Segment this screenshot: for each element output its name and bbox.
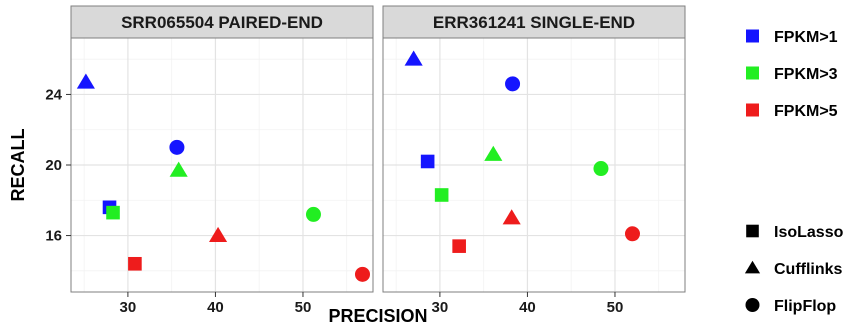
legend: FPKM>1 FPKM>3 FPKM>5 IsoLasso Cufflinks FlipF…	[744, 29, 844, 315]
legend-item-fpkmgt3: FPKM>3	[746, 66, 838, 83]
data-point-isolasso-fpkmgt5	[452, 239, 466, 253]
x-axis-title: PRECISION	[328, 306, 427, 326]
data-point-flipflop-fpkmgt5	[354, 266, 370, 282]
shape-legend: IsoLasso Cufflinks FlipFlop	[744, 224, 844, 315]
legend-item-cufflinks: Cufflinks	[744, 260, 843, 278]
data-point-isolasso-fpkmgt3	[106, 205, 120, 220]
x-tick-label: 30	[432, 299, 449, 316]
panel-border	[382, 37, 686, 293]
x-tick-label: 40	[207, 299, 224, 316]
triangle-icon	[744, 260, 761, 274]
data-points	[404, 50, 640, 253]
strip-title: SRR065504 PAIRED-END	[121, 13, 323, 32]
x-tick-label: 50	[607, 299, 624, 316]
data-point-flipflop-fpkmgt1	[169, 139, 185, 155]
data-points	[76, 73, 370, 282]
legend-label: Cufflinks	[774, 261, 843, 278]
y-axis-title: RECALL	[8, 129, 28, 202]
axes: 16 20 24 PRECISION RECALL	[8, 86, 428, 326]
legend-swatch	[746, 103, 759, 117]
data-point-cufflinks-fpkmgt5	[502, 209, 521, 225]
data-point-cufflinks-fpkmgt5	[209, 226, 228, 243]
panel-1: SRR065504 PAIRED-END 30 40 50	[70, 5, 374, 316]
x-tick-label: 50	[295, 299, 312, 316]
data-point-isolasso-fpkmgt1	[420, 154, 435, 169]
x-tick-label: 40	[519, 299, 536, 316]
legend-swatch	[746, 29, 759, 43]
data-point-cufflinks-fpkmgt1	[76, 73, 95, 89]
data-point-cufflinks-fpkmgt1	[404, 50, 423, 66]
color-legend: FPKM>1 FPKM>3 FPKM>5	[746, 29, 838, 120]
y-tick-label: 24	[45, 86, 62, 103]
legend-label: FPKM>5	[774, 103, 838, 120]
data-point-flipflop-fpkmgt3	[305, 206, 321, 222]
legend-label: FlipFlop	[774, 298, 836, 315]
panel-2: ERR361241 SINGLE-END 30 40 50	[382, 5, 686, 316]
data-point-flipflop-fpkmgt3	[593, 161, 609, 177]
strip-title: ERR361241 SINGLE-END	[433, 13, 635, 32]
y-axis: 16 20 24	[45, 86, 71, 245]
strip-background	[70, 5, 374, 39]
data-point-flipflop-fpkmgt1	[505, 76, 521, 92]
square-icon	[746, 224, 759, 238]
y-tick-label: 20	[45, 157, 62, 174]
data-point-isolasso-fpkmgt5	[128, 256, 142, 271]
legend-label: FPKM>1	[774, 29, 838, 46]
circle-icon	[745, 298, 760, 312]
legend-item-fpkmgt5: FPKM>5	[746, 103, 838, 120]
data-point-flipflop-fpkmgt5	[624, 226, 640, 242]
x-tick-label: 30	[120, 299, 137, 316]
x-axis: 30 40 50	[432, 292, 624, 316]
legend-swatch	[746, 66, 759, 80]
y-tick-label: 16	[45, 228, 62, 245]
data-point-cufflinks-fpkmgt3	[484, 145, 503, 161]
legend-item-flipflop: FlipFlop	[745, 298, 836, 315]
x-axis: 30 40 50	[120, 292, 312, 316]
legend-label: IsoLasso	[774, 224, 844, 241]
legend-label: FPKM>3	[774, 66, 838, 83]
legend-item-fpkmgt1: FPKM>1	[746, 29, 838, 46]
data-point-isolasso-fpkmgt3	[434, 188, 449, 202]
data-point-cufflinks-fpkmgt3	[169, 161, 188, 177]
legend-item-isolasso: IsoLasso	[746, 224, 844, 241]
